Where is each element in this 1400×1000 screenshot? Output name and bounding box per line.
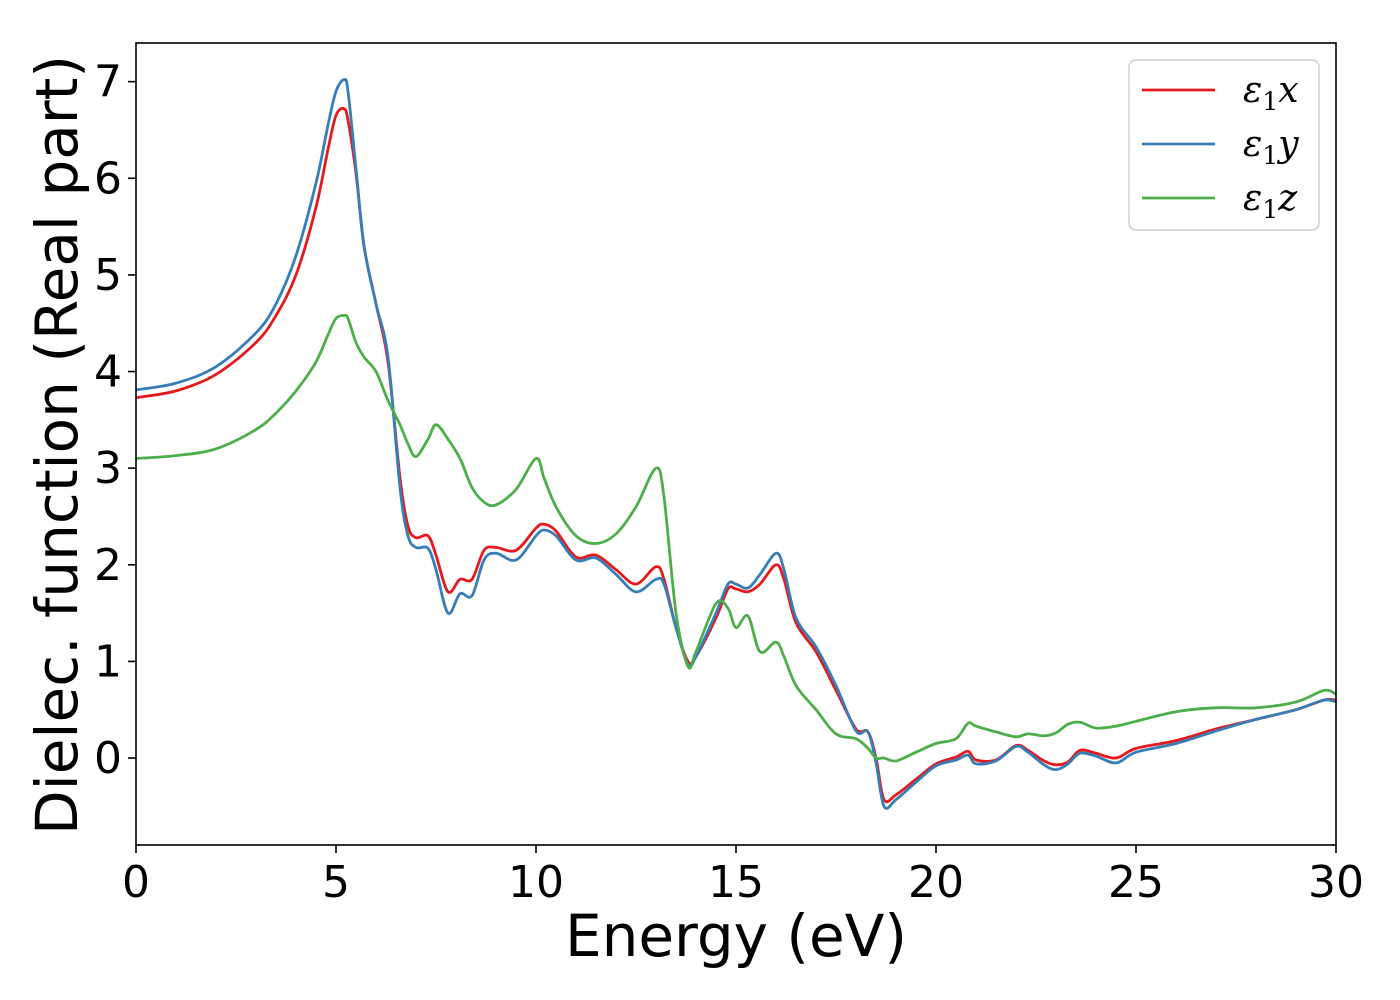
- y-tick-label: 3: [94, 443, 122, 494]
- x-axis-label: Energy (eV): [565, 902, 907, 970]
- y-tick-label: 2: [94, 540, 122, 591]
- y-tick-label: 1: [94, 636, 122, 687]
- x-tick-label: 5: [322, 857, 350, 908]
- legend-label-x: ε1x: [1243, 70, 1299, 116]
- legend: ε1x ε1y ε1z: [1128, 59, 1320, 231]
- y-tick-label: 0: [94, 733, 122, 784]
- legend-label-y: ε1y: [1243, 124, 1299, 170]
- legend-label-z: ε1z: [1243, 178, 1298, 224]
- x-tick-label: 30: [1308, 857, 1364, 908]
- y-axis-ticks: 0 1 2 3 4 5 6 7: [94, 57, 136, 784]
- y-tick-label: 6: [94, 153, 122, 204]
- y-tick-label: 5: [94, 250, 122, 301]
- x-tick-label: 15: [708, 857, 764, 908]
- legend-box: [1128, 59, 1320, 231]
- y-tick-label: 4: [94, 347, 122, 398]
- series-layer: [136, 78, 1336, 810]
- x-axis-ticks: 0 5 10 15 20 25 30: [122, 845, 1364, 908]
- x-tick-label: 10: [508, 857, 564, 908]
- x-tick-label: 25: [1108, 857, 1164, 908]
- y-axis-label: Dielec. function (Real part): [23, 55, 91, 835]
- series-line-z: [136, 313, 1336, 763]
- x-tick-label: 0: [122, 857, 150, 908]
- x-tick-label: 20: [908, 857, 964, 908]
- y-tick-label: 7: [94, 57, 122, 108]
